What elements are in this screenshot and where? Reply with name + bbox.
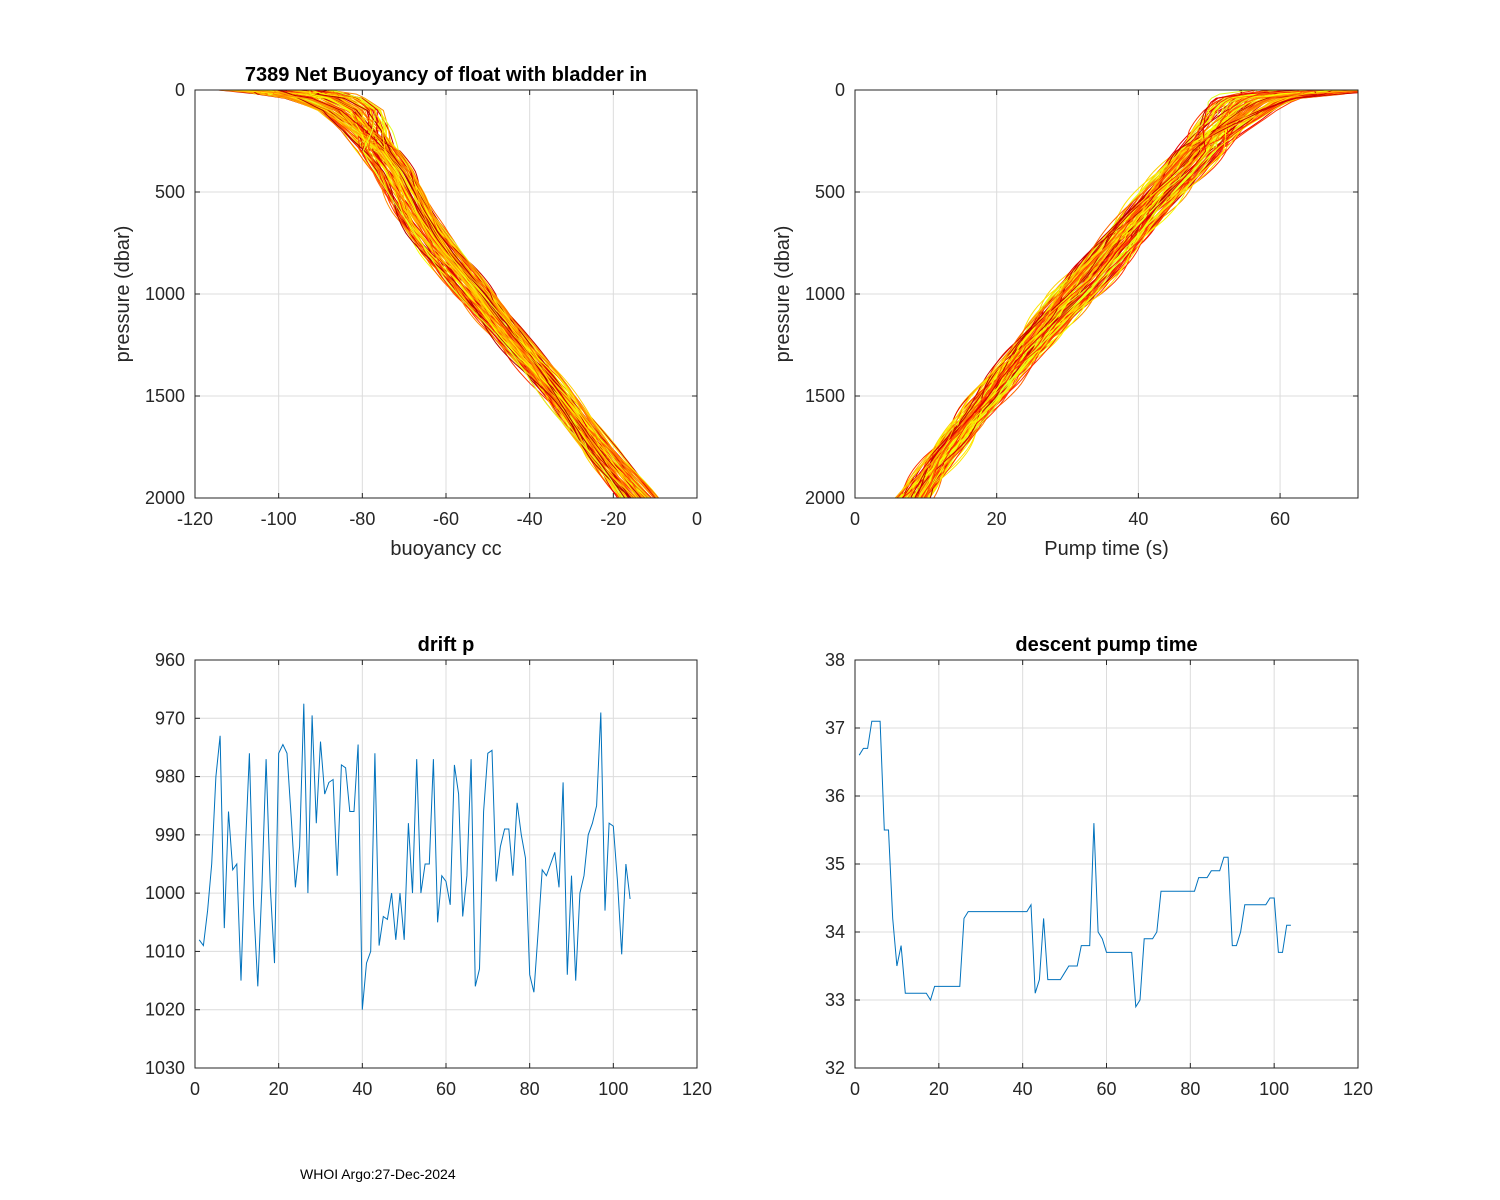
pump-profile-line bbox=[920, 90, 1271, 498]
descent-ytick-label: 32 bbox=[825, 1058, 845, 1078]
buoyancy-profile-line bbox=[273, 90, 645, 498]
drift-xtick-label: 80 bbox=[520, 1079, 540, 1099]
descent-xtick-label: 40 bbox=[1013, 1079, 1033, 1099]
drift-xtick-label: 40 bbox=[352, 1079, 372, 1099]
descent-xtick-label: 60 bbox=[1096, 1079, 1116, 1099]
pump-profile-line bbox=[915, 90, 1318, 498]
panel-drift: 0 20 40 60 80 100 120 960 970 980 990 1000 1010 1020 1… bbox=[145, 634, 712, 1099]
descent-ytick-label: 35 bbox=[825, 854, 845, 874]
buoyancy-xtick-label: -80 bbox=[349, 509, 375, 529]
descent-ytick-label: 37 bbox=[825, 718, 845, 738]
drift-xtick-label: 120 bbox=[682, 1079, 712, 1099]
drift-ytick-label: 1020 bbox=[145, 1000, 185, 1020]
drift-xtick-label: 100 bbox=[598, 1079, 628, 1099]
pump-xlabel: Pump time (s) bbox=[1044, 538, 1168, 560]
panel-pump: 0 20 40 60 0 500 1000 1500 2000 Pump time (s) pres… bbox=[772, 80, 1359, 560]
pump-data bbox=[894, 90, 1358, 498]
buoyancy-profile-line bbox=[276, 90, 642, 498]
buoyancy-xtick-label: -60 bbox=[433, 509, 459, 529]
descent-xtick-label: 20 bbox=[929, 1079, 949, 1099]
buoyancy-xtick-label: -20 bbox=[600, 509, 626, 529]
buoyancy-ytick-label: 2000 bbox=[145, 488, 185, 508]
buoyancy-xtick-label: 0 bbox=[692, 509, 702, 529]
buoyancy-profile-line bbox=[331, 90, 624, 498]
drift-ytick-label: 980 bbox=[155, 767, 185, 787]
drift-xtick-label: 60 bbox=[436, 1079, 456, 1099]
buoyancy-xtick-label: -100 bbox=[261, 509, 297, 529]
descent-xtick-label: 100 bbox=[1259, 1079, 1289, 1099]
footer-credit: WHOI Argo:27-Dec-2024 bbox=[300, 1166, 456, 1182]
descent-series-line bbox=[858, 720, 1291, 1009]
buoyancy-profile-line bbox=[272, 90, 655, 498]
buoyancy-profile-line bbox=[260, 90, 648, 498]
buoyancy-profile-line bbox=[314, 90, 626, 498]
buoyancy-data bbox=[218, 90, 660, 498]
drift-axes-box bbox=[194, 659, 698, 1069]
buoyancy-profile-line bbox=[289, 90, 622, 498]
pump-profile-line bbox=[920, 90, 1358, 498]
panels: -120 -100 -80 -60 -40 -20 00500100015002000738… bbox=[112, 64, 1373, 1099]
descent-xtick-label: 0 bbox=[850, 1079, 860, 1099]
descent-data bbox=[858, 720, 1291, 1009]
descent-ytick-label: 33 bbox=[825, 990, 845, 1010]
drift-ytick-label: 960 bbox=[155, 650, 185, 670]
descent-ytick-label: 36 bbox=[825, 786, 845, 806]
buoyancy-ytick-label: 1500 bbox=[145, 386, 185, 406]
buoyancy-xtick-label: -40 bbox=[517, 509, 543, 529]
buoyancy-title: 7389 Net Buoyancy of float with bladder … bbox=[245, 64, 647, 86]
buoyancy-xlabel: buoyancy cc bbox=[390, 538, 501, 560]
drift-ytick-label: 1010 bbox=[145, 941, 185, 961]
buoyancy-ylabel: pressure (dbar) bbox=[112, 226, 134, 363]
drift-ytick-label: 990 bbox=[155, 825, 185, 845]
pump-ytick-label: 1000 bbox=[805, 284, 845, 304]
pump-xtick-label: 20 bbox=[987, 509, 1007, 529]
pump-ylabel: pressure (dbar) bbox=[772, 226, 794, 363]
pump-profile-line bbox=[894, 90, 1358, 498]
pump-ytick-label: 1500 bbox=[805, 386, 845, 406]
descent-ytick-label: 34 bbox=[825, 922, 845, 942]
descent-title: descent pump time bbox=[1015, 634, 1197, 656]
buoyancy-ytick-label: 1000 bbox=[145, 284, 185, 304]
pump-profile-line bbox=[915, 90, 1321, 498]
drift-title: drift p bbox=[418, 634, 475, 656]
pump-ytick-label: 500 bbox=[815, 182, 845, 202]
drift-series-line bbox=[198, 703, 631, 1010]
buoyancy-xtick-label: -120 bbox=[177, 509, 213, 529]
descent-axes-box bbox=[854, 659, 1359, 1069]
pump-profile-line bbox=[910, 90, 1358, 498]
descent-xtick-label: 80 bbox=[1180, 1079, 1200, 1099]
buoyancy-ytick-label: 500 bbox=[155, 182, 185, 202]
pump-axes-box bbox=[854, 89, 1359, 499]
drift-xtick-label: 0 bbox=[190, 1079, 200, 1099]
drift-ytick-label: 970 bbox=[155, 708, 185, 728]
pump-ytick-label: 0 bbox=[835, 80, 845, 100]
pump-profile-line bbox=[918, 90, 1283, 498]
panel-buoyancy: -120 -100 -80 -60 -40 -20 0 0 500 1000 1500 2000 738… bbox=[112, 64, 702, 560]
drift-xtick-label: 20 bbox=[269, 1079, 289, 1099]
buoyancy-axes-box bbox=[194, 89, 698, 499]
pump-ytick-label: 2000 bbox=[805, 488, 845, 508]
pump-profile-line bbox=[923, 90, 1326, 498]
drift-ytick-label: 1000 bbox=[145, 883, 185, 903]
pump-xtick-label: 60 bbox=[1270, 509, 1290, 529]
descent-ytick-label: 38 bbox=[825, 650, 845, 670]
drift-ytick-label: 1030 bbox=[145, 1058, 185, 1078]
descent-xtick-label: 120 bbox=[1343, 1079, 1373, 1099]
buoyancy-profile-line bbox=[310, 90, 638, 498]
buoyancy-profile-line bbox=[288, 90, 622, 498]
drift-data bbox=[198, 703, 631, 1010]
pump-xtick-label: 40 bbox=[1128, 509, 1148, 529]
pump-profile-line bbox=[922, 90, 1348, 498]
buoyancy-ytick-label: 0 bbox=[175, 80, 185, 100]
pump-xtick-label: 0 bbox=[850, 509, 860, 529]
panel-descent: 0 20 40 60 80 100 120 32 33 34 35 36 37 38 descent pum… bbox=[825, 634, 1373, 1099]
buoyancy-profile-line bbox=[291, 90, 636, 498]
